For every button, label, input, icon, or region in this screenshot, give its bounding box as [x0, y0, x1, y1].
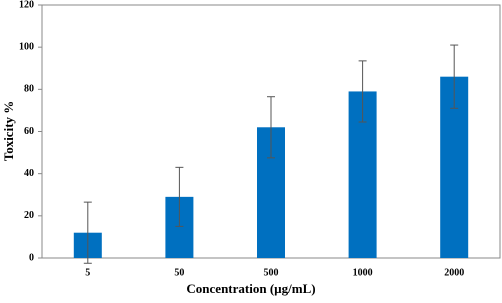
y-axis-label: Toxicity % [1, 101, 16, 162]
y-tick-label: 0 [29, 252, 34, 263]
x-tick-label: 1000 [353, 267, 373, 278]
error-bar [450, 44, 459, 109]
y-tick-label: 120 [19, 0, 34, 10]
y-tick-label: 40 [24, 168, 34, 179]
x-tick-label: 2000 [444, 267, 464, 278]
x-tick-label: 500 [264, 267, 279, 278]
error-bar [175, 166, 184, 227]
y-tick-label: 20 [24, 210, 34, 221]
x-axis-label: Concentration (µg/mL) [186, 281, 315, 296]
error-bar [267, 96, 275, 159]
y-tick-label: 60 [24, 126, 34, 137]
error-bar [358, 60, 367, 123]
y-tick-label: 80 [24, 84, 34, 95]
error-bar [83, 201, 92, 264]
x-tick-label: 50 [174, 267, 184, 278]
x-tick-label: 5 [85, 267, 90, 278]
y-tick-label: 100 [19, 41, 34, 52]
